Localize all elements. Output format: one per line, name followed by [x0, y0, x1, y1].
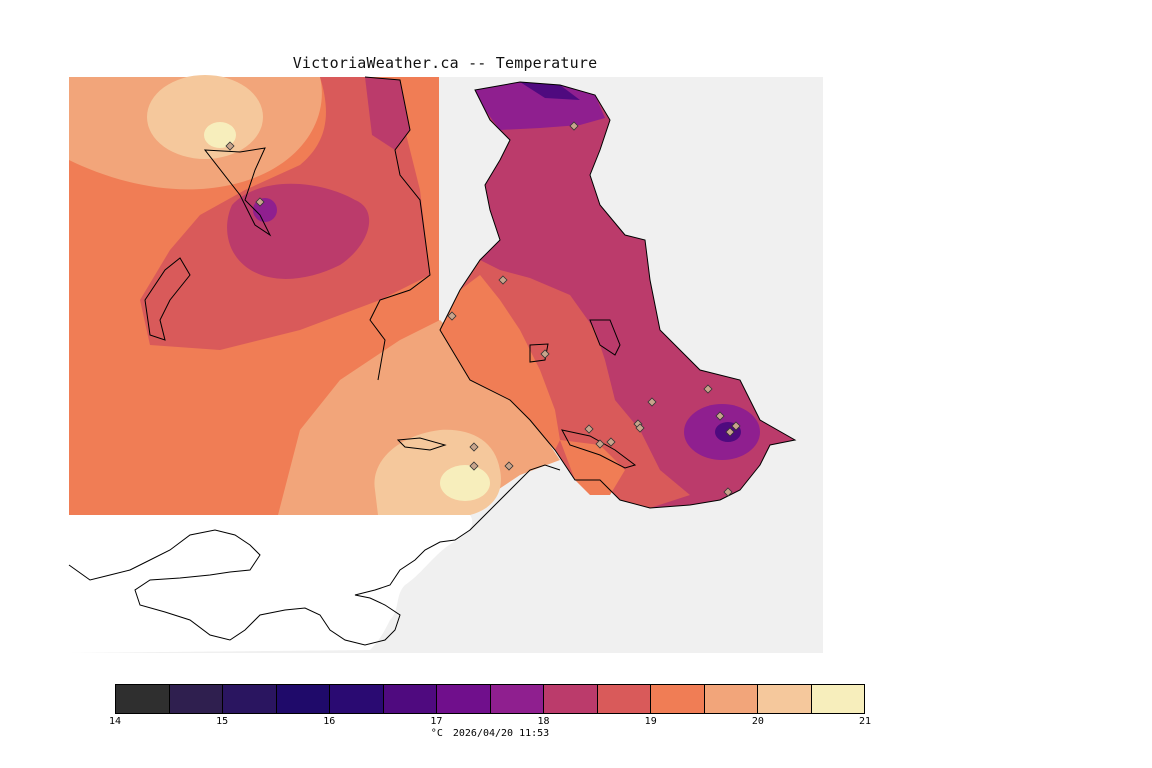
colorbar-swatch	[597, 685, 651, 713]
colorbar-swatch	[383, 685, 437, 713]
colorbar-swatch	[437, 685, 491, 713]
west-temperature-field	[69, 75, 439, 515]
colorbar-swatch	[169, 685, 223, 713]
station-markers	[225, 121, 741, 497]
diamond-station-icon[interactable]	[469, 461, 479, 471]
colorbar-tick-label: 16	[323, 716, 336, 727]
diamond-station-icon[interactable]	[703, 384, 713, 394]
temperature-colorbar	[115, 684, 865, 714]
diamond-station-icon[interactable]	[595, 439, 605, 449]
colorbar-tick-label: 21	[858, 716, 872, 727]
diamond-station-icon[interactable]	[255, 197, 265, 207]
diamond-station-icon[interactable]	[715, 411, 725, 421]
diamond-station-icon[interactable]	[498, 275, 508, 285]
unit-label: °C	[430, 728, 443, 739]
diamond-station-icon[interactable]	[725, 427, 735, 437]
colorbar-tick-label: 18	[537, 716, 550, 727]
colorbar-swatch	[330, 685, 384, 713]
page-title: VictoriaWeather.ca -- Temperature	[292, 54, 598, 72]
diamond-station-icon[interactable]	[635, 423, 645, 433]
peninsula-temperature-field	[440, 82, 795, 508]
colorbar-swatch	[811, 685, 864, 713]
diamond-station-icon[interactable]	[447, 311, 457, 321]
coastlines	[68, 76, 797, 646]
diamond-station-icon[interactable]	[540, 349, 550, 359]
colorbar-swatch	[758, 685, 812, 713]
colorbar-swatch	[223, 685, 277, 713]
colorbar-swatch	[544, 685, 598, 713]
colorbar-tick-label: 20	[751, 716, 764, 727]
colorbar-swatch	[490, 685, 544, 713]
diamond-station-icon[interactable]	[504, 461, 514, 471]
diamond-station-icon[interactable]	[569, 121, 579, 131]
diamond-station-icon[interactable]	[647, 397, 657, 407]
diamond-station-icon[interactable]	[606, 437, 616, 447]
diamond-station-icon[interactable]	[731, 421, 741, 431]
colorbar-swatch	[651, 685, 705, 713]
colorbar-tick-label: 14	[108, 716, 122, 727]
south-temperature-field	[278, 320, 560, 515]
timestamp-label: 2026/04/20 11:53	[452, 728, 550, 739]
colorbar-swatch	[704, 685, 758, 713]
colorbar-swatch	[116, 685, 170, 713]
diamond-station-icon[interactable]	[225, 141, 235, 151]
colorbar-ticks: 14 15 16 17 18 19 20 21	[109, 716, 871, 730]
colorbar-tick-label: 15	[216, 716, 229, 727]
colorbar-tick-label: 19	[644, 716, 657, 727]
diamond-station-icon[interactable]	[723, 487, 733, 497]
diamond-station-icon[interactable]	[469, 442, 479, 452]
colorbar-swatch	[276, 685, 330, 713]
unanalyzed-land	[69, 515, 473, 653]
colorbar-footer: °C 2026/04/20 11:53	[115, 728, 865, 739]
diamond-station-icon[interactable]	[584, 424, 594, 434]
colorbar-tick-label: 17	[430, 716, 443, 727]
